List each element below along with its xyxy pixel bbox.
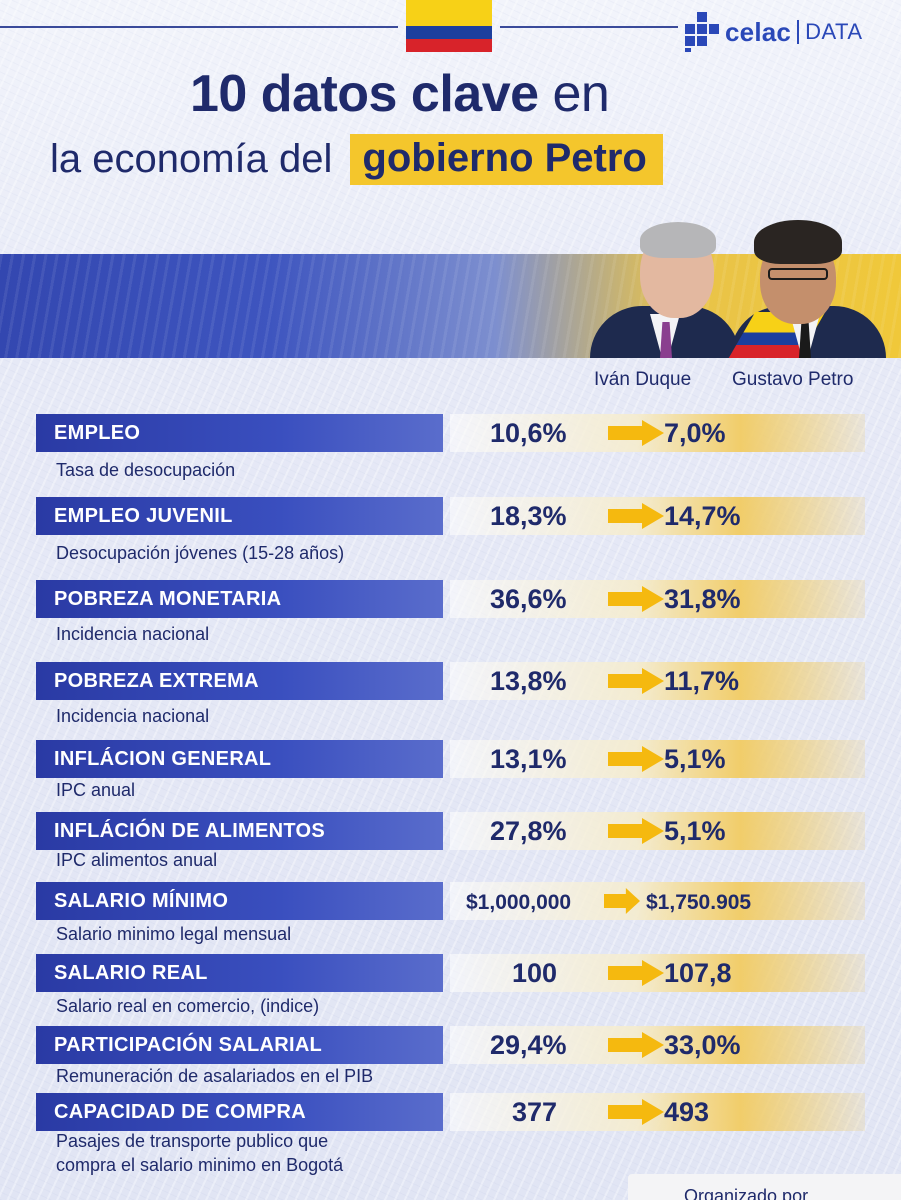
right-arrow-icon [608,420,664,446]
stat-description: Remuneración de asalariados en el PIB [56,1066,374,1086]
right-arrow-icon [604,888,640,914]
celac-logo-mark-icon [685,12,719,52]
value-before: 18,3% [490,501,567,531]
value-bar [450,882,865,920]
value-after: 33,0% [664,1030,741,1060]
stat-label: CAPACIDAD DE COMPRA [36,1093,443,1131]
value-after: 7,0% [664,418,726,448]
header-rule-right [500,26,678,28]
celac-data-logo: celac DATA [685,12,863,52]
value-after: 5,1% [664,816,726,846]
right-arrow-icon [608,668,664,694]
right-arrow-icon [608,503,664,529]
colombia-flag-icon [406,0,492,52]
right-arrow-icon [608,960,664,986]
logo-suffix: DATA [805,19,863,44]
stat-description: IPC anual [56,780,136,800]
value-before: 100 [512,958,558,988]
title-light: en [552,65,610,123]
stat-description: Salario minimo legal mensual [56,924,292,944]
page-title-line-1: 10 datos clave en [190,64,610,124]
footer-text: Organizado por [684,1186,809,1200]
stat-label: EMPLEO JUVENIL [36,497,443,535]
title-bold: 10 datos clave [190,65,539,123]
stat-label: EMPLEO [36,414,443,452]
title-highlight: gobierno Petro [350,134,663,185]
right-arrow-icon [608,818,664,844]
right-arrow-icon [608,1032,664,1058]
stat-description-line-2: compra el salario minimo en Bogotá [56,1155,344,1175]
page-title-line-2: la economía del gobierno Petro [50,134,663,185]
logo-separator [797,20,800,44]
value-after: 14,7% [664,501,741,531]
logo-name: celac [725,16,792,47]
stat-description: Pasajes de transporte publico que [56,1131,329,1151]
ivan-duque-portrait [590,214,740,358]
stat-label: INFLÁCIÓN DE ALIMENTOS [36,812,443,850]
value-after: 5,1% [664,744,726,774]
stat-description: Salario real en comercio, (indice) [56,996,320,1016]
stat-description: Tasa de desocupación [56,460,236,480]
stat-label: POBREZA MONETARIA [36,580,443,618]
value-before: 29,4% [490,1030,567,1060]
stat-label: INFLÁCION GENERAL [36,740,443,778]
value-after: 107,8 [664,958,732,988]
right-arrow-icon [608,1099,664,1125]
title-line-2-text: la economía del [50,137,333,181]
value-before: 27,8% [490,816,567,846]
right-arrow-icon [608,586,664,612]
name-after: Gustavo Petro [732,369,854,390]
value-before: 13,8% [490,666,567,696]
value-before: 36,6% [490,584,567,614]
value-before: 377 [512,1097,558,1127]
stat-description: Desocupación jóvenes (15-28 años) [56,543,345,563]
stat-label: SALARIO MÍNIMO [36,882,443,920]
stat-description: Incidencia nacional [56,624,210,644]
value-before: 10,6% [490,418,567,448]
header-rule-left [0,26,398,28]
stat-label: SALARIO REAL [36,954,443,992]
name-before: Iván Duque [594,369,692,390]
value-after: 31,8% [664,584,741,614]
stat-label: PARTICIPACIÓN SALARIAL [36,1026,443,1064]
value-after: 11,7% [664,666,740,696]
stat-label: POBREZA EXTREMA [36,662,443,700]
stat-description: Incidencia nacional [56,706,210,726]
value-after: 493 [664,1097,710,1127]
value-after: $1,750.905 [646,891,752,914]
footer-organizer-box: Organizado por [628,1174,901,1200]
right-arrow-icon [608,746,664,772]
value-before: 13,1% [490,744,567,774]
gustavo-petro-portrait [724,216,886,358]
stat-description: IPC alimentos anual [56,850,218,870]
value-before: $1,000,000 [466,891,572,914]
